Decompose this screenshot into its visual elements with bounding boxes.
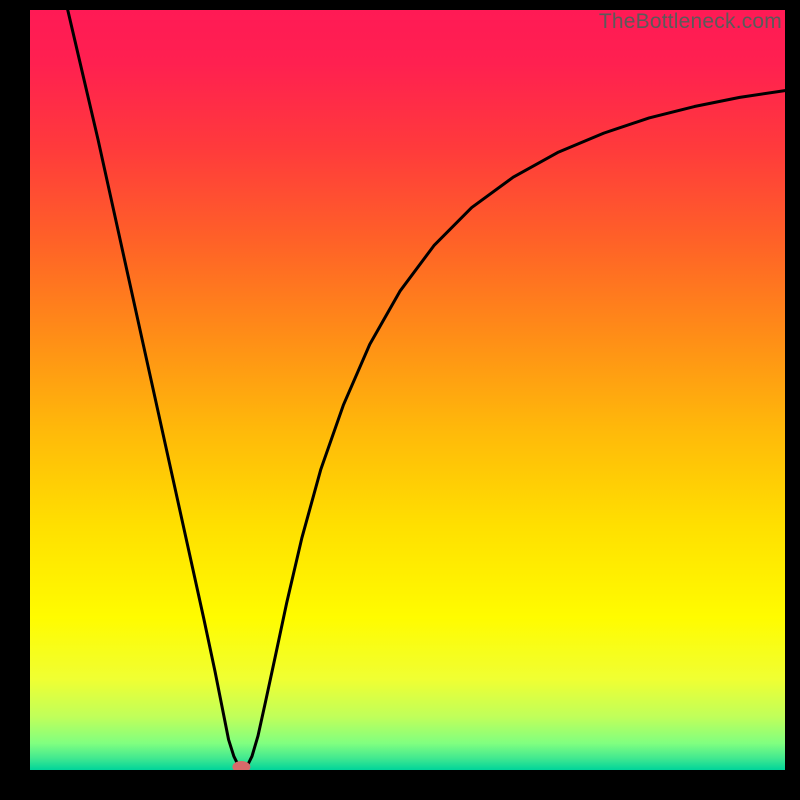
chart-viewport: TheBottleneck.com — [0, 0, 800, 800]
curve-layer — [30, 10, 785, 770]
watermark-text: TheBottleneck.com — [599, 10, 782, 34]
bottleneck-curve — [68, 10, 785, 769]
plot-area — [30, 10, 785, 770]
